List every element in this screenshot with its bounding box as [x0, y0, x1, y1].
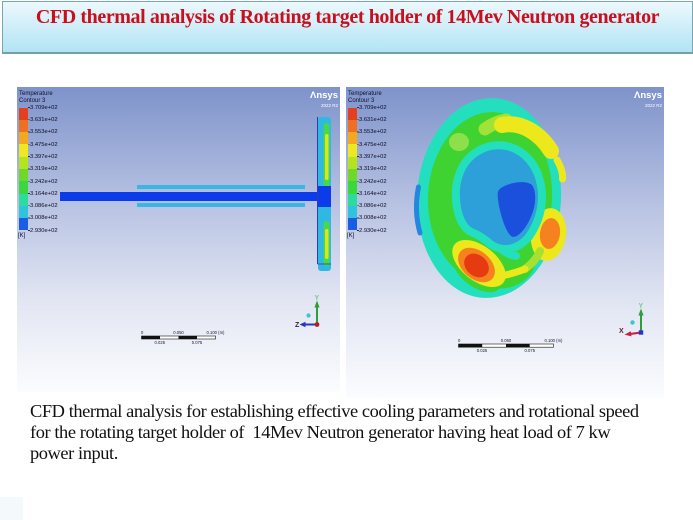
svg-text:0.025: 0.025 — [155, 340, 166, 345]
svg-text:0.050: 0.050 — [500, 338, 511, 343]
svg-text:0: 0 — [458, 338, 461, 343]
svg-text:0.050: 0.050 — [173, 330, 184, 335]
svg-text:0.025: 0.025 — [476, 348, 487, 353]
svg-text:X: X — [619, 328, 624, 335]
svg-text:0.100 (m): 0.100 (m) — [544, 338, 563, 343]
svg-text:0.075: 0.075 — [192, 340, 203, 345]
svg-text:Z: Z — [295, 322, 300, 329]
svg-text:Y: Y — [315, 295, 320, 302]
svg-text:0: 0 — [141, 330, 144, 335]
svg-text:0.100 (m): 0.100 (m) — [207, 330, 226, 335]
svg-text:Y: Y — [639, 303, 644, 310]
svg-text:0.075: 0.075 — [524, 348, 535, 353]
